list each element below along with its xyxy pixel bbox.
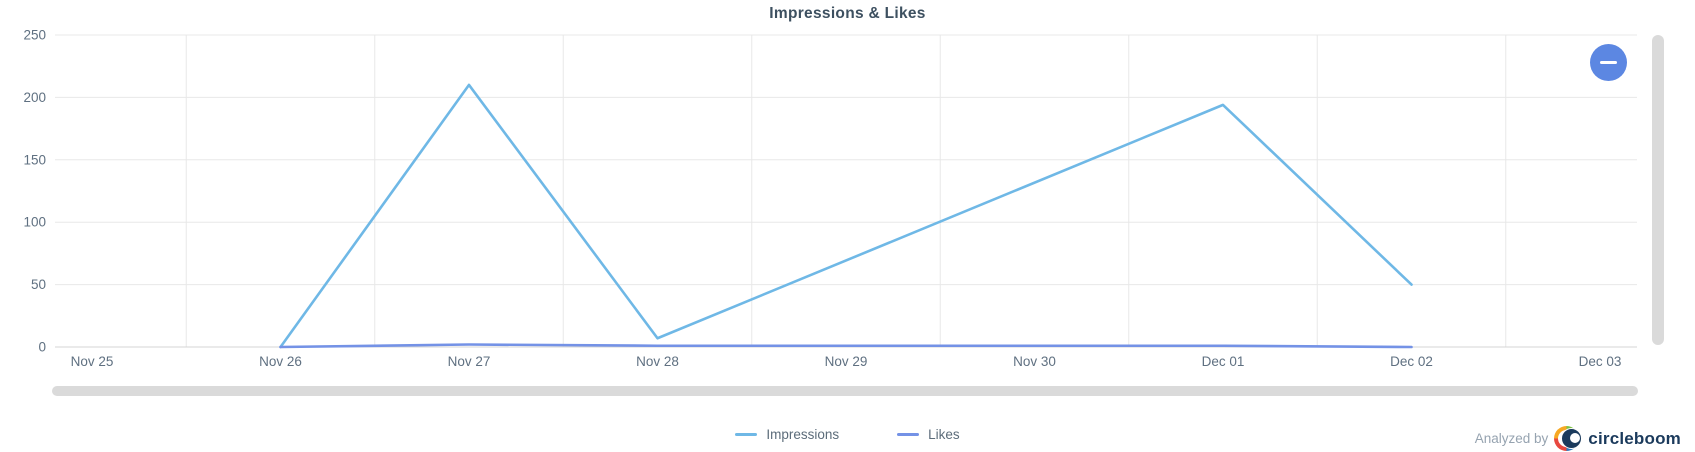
- y-tick-label: 50: [31, 277, 46, 292]
- watermark: Analyzed by circleboom: [1475, 425, 1681, 452]
- x-tick-label: Nov 29: [825, 354, 868, 369]
- legend-label: Impressions: [766, 426, 840, 442]
- series-line-impressions[interactable]: [279, 83, 1413, 349]
- x-tick-label: Dec 01: [1202, 354, 1245, 369]
- chart-title: Impressions & Likes: [769, 5, 926, 22]
- analyzed-by-text: Analyzed by: [1474, 431, 1549, 446]
- series-line-likes[interactable]: [279, 343, 1413, 349]
- x-tick-label: Nov 26: [259, 354, 302, 369]
- circleboom-logo-icon: [1554, 425, 1583, 452]
- vertical-scrollbar[interactable]: [1652, 35, 1664, 345]
- y-tick-label: 0: [38, 340, 46, 355]
- y-tick-label: 150: [23, 152, 46, 167]
- x-tick-label: Dec 03: [1579, 354, 1622, 369]
- brand-name: circleboom: [1588, 428, 1681, 448]
- horizontal-scrollbar[interactable]: [52, 386, 1638, 396]
- legend-item-impressions[interactable]: Impressions: [735, 427, 839, 442]
- y-tick-label: 250: [23, 28, 46, 43]
- likes-line-swatch: [897, 432, 920, 436]
- y-tick-label: 200: [23, 90, 46, 105]
- collapse-button[interactable]: [1590, 44, 1627, 81]
- legend-item-likes[interactable]: Likes: [897, 427, 960, 442]
- x-tick-label: Nov 25: [71, 354, 114, 369]
- y-tick-label: 100: [23, 215, 46, 230]
- x-tick-label: Nov 28: [636, 354, 679, 369]
- x-tick-label: Nov 27: [448, 354, 491, 369]
- logo-crescent: [1570, 433, 1581, 443]
- legend-label: Likes: [928, 426, 960, 442]
- minus-icon: [1600, 61, 1617, 64]
- impressions-line-swatch: [735, 432, 758, 436]
- x-tick-label: Nov 30: [1013, 354, 1056, 369]
- x-tick-label: Dec 02: [1390, 354, 1433, 369]
- chart-legend: Impressions Likes: [0, 423, 1695, 445]
